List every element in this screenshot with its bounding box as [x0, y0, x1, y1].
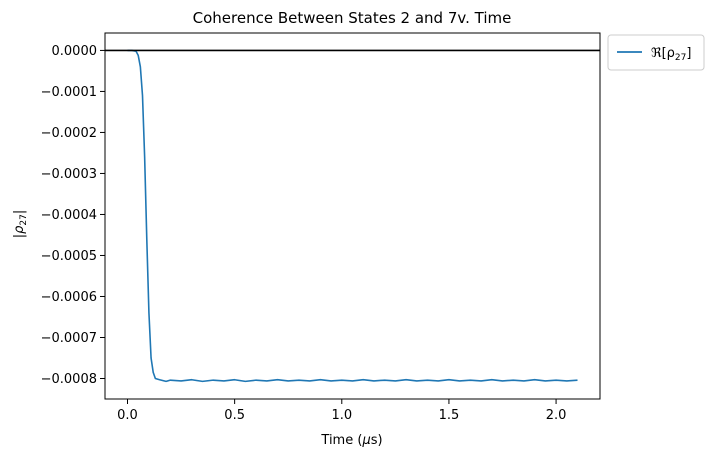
x-tick-label: 0.0 — [117, 408, 138, 423]
x-tick-label: 0.5 — [224, 408, 245, 423]
x-axis-label-symbol: μ — [361, 433, 370, 448]
chart-title: Coherence Between States 2 and 7v. Time — [193, 9, 512, 27]
y-tick-label: −0.0007 — [41, 331, 97, 346]
y-tick-label: −0.0002 — [41, 126, 97, 141]
y-axis-label: |ρ27| — [12, 210, 29, 238]
x-axis-label-suffix: s) — [371, 433, 383, 448]
x-tick-label: 1.0 — [331, 408, 352, 423]
legend-entry-label: ℜ[ρ27] — [651, 46, 691, 63]
y-tick-label: −0.0008 — [41, 372, 97, 387]
legend: ℜ[ρ27] — [607, 34, 705, 71]
y-tick-label: −0.0001 — [41, 85, 97, 100]
x-axis-label: Time (μs) — [320, 433, 382, 448]
axes: 0.0 0.5 1.0 1.5 2.0 0.0000 −0.0001 −0.0002 −0.00… — [41, 32, 601, 423]
series-line — [127, 49, 578, 383]
y-tick-label: −0.0006 — [41, 290, 97, 305]
y-tick-label: −0.0004 — [41, 208, 97, 223]
legend-entry-suffix: ] — [686, 46, 691, 61]
legend-entry-prefix: ℜ[ρ — [651, 46, 675, 61]
y-axis-label-prefix: |ρ — [12, 225, 27, 238]
x-axis-label-prefix: Time ( — [320, 433, 362, 448]
y-tick-label: 0.0000 — [52, 44, 98, 59]
y-tick-label: −0.0005 — [41, 249, 97, 264]
x-tick-label: 1.5 — [439, 408, 460, 423]
plot-area — [105, 49, 600, 383]
axes-frame — [104, 32, 601, 400]
y-axis-label-suffix: | — [12, 210, 27, 214]
y-axis-label-subscript: 27 — [19, 214, 29, 225]
y-tick-label: −0.0003 — [41, 167, 97, 182]
x-tick-label: 2.0 — [546, 408, 567, 423]
legend-entry-subscript: 27 — [675, 53, 686, 63]
legend-box — [607, 34, 705, 71]
